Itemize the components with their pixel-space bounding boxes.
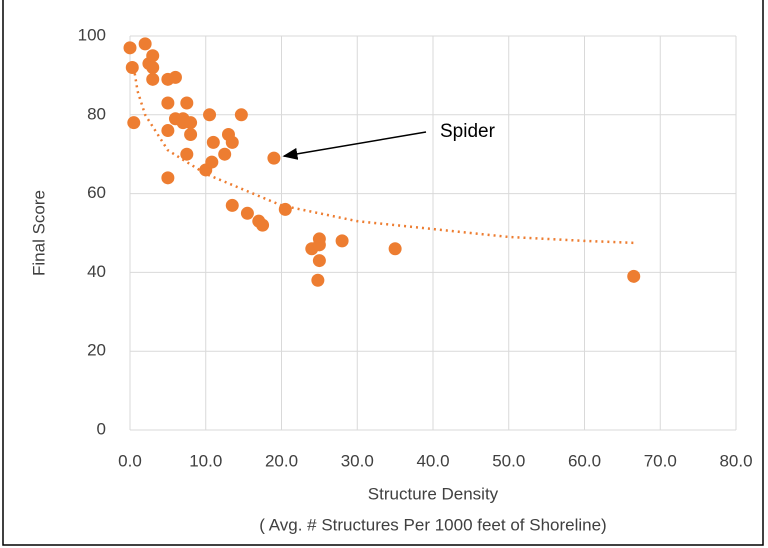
- point: [278, 202, 292, 216]
- point: [123, 41, 137, 55]
- x-tick-label: 0.0: [118, 451, 142, 470]
- point: [240, 206, 254, 220]
- point: [256, 218, 270, 232]
- point: [125, 61, 139, 75]
- point: [127, 116, 141, 130]
- y-tick-label: 40: [87, 262, 106, 281]
- x-axis-sublabel: ( Avg. # Structures Per 1000 feet of Sho…: [259, 515, 606, 534]
- x-tick-label: 50.0: [492, 451, 525, 470]
- point: [205, 155, 219, 169]
- x-tick-label: 80.0: [719, 451, 752, 470]
- point: [225, 135, 239, 149]
- y-tick-label: 0: [97, 419, 106, 438]
- point: [138, 37, 152, 51]
- y-tick-label: 20: [87, 341, 106, 360]
- point: [388, 242, 402, 256]
- point: [180, 96, 194, 110]
- y-axis-label: Final Score: [29, 190, 48, 276]
- point: [161, 96, 175, 110]
- x-axis-label: Structure Density: [368, 484, 499, 503]
- x-tick-label: 30.0: [341, 451, 374, 470]
- x-tick-label: 10.0: [189, 451, 222, 470]
- y-tick-label: 60: [87, 183, 106, 202]
- point: [267, 151, 281, 165]
- point: [311, 273, 325, 287]
- point: [234, 108, 248, 122]
- x-tick-label: 20.0: [265, 451, 298, 470]
- x-tick-label: 60.0: [568, 451, 601, 470]
- x-tick-label: 40.0: [416, 451, 449, 470]
- point: [146, 72, 160, 86]
- point: [146, 61, 160, 75]
- point: [161, 124, 175, 138]
- point: [184, 128, 198, 141]
- point: [312, 254, 326, 268]
- point: [161, 171, 175, 185]
- point: [146, 49, 160, 63]
- point: [312, 238, 326, 252]
- y-tick-label: 80: [87, 104, 106, 123]
- annotation: Spider: [440, 121, 496, 142]
- point: [225, 198, 239, 212]
- point: [184, 116, 198, 130]
- point: [335, 234, 349, 248]
- y-tick-label: 100: [78, 25, 106, 44]
- point: [206, 135, 220, 149]
- point: [168, 70, 182, 84]
- point: [218, 147, 232, 161]
- annotation-arrow: [282, 131, 427, 160]
- point: [203, 108, 217, 122]
- x-tick-label: 70.0: [644, 451, 677, 470]
- point: [180, 147, 194, 161]
- point: [627, 269, 641, 283]
